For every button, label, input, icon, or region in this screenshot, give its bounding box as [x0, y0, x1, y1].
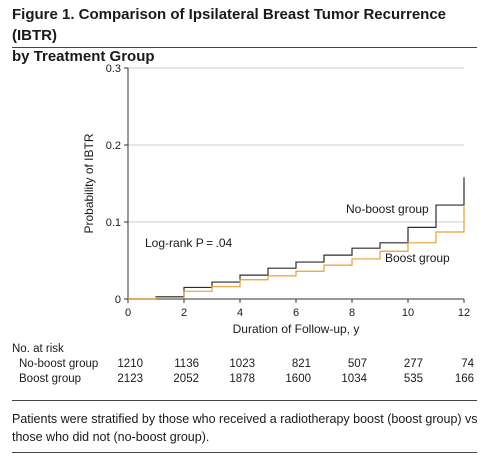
- risk-value-boost: 1600: [285, 373, 311, 385]
- caption-divider-bottom: [12, 452, 477, 453]
- legend-label-boost: Boost group: [385, 251, 450, 265]
- x-axis-label: Duration of Follow-up, y: [233, 322, 360, 336]
- y-axis-label: Probability of IBTR: [82, 133, 96, 233]
- series-lines: [128, 177, 465, 300]
- risk-value-boost: 535: [403, 373, 423, 385]
- y-tick-label: 0.3: [106, 63, 121, 75]
- y-tick-label: 0.2: [106, 140, 121, 152]
- risk-value-boost: 2052: [173, 373, 199, 385]
- caption-divider-top: [12, 400, 477, 401]
- x-tick-label: 10: [402, 307, 414, 319]
- risk-value-no-boost: 507: [347, 358, 367, 370]
- risk-value-no-boost: 821: [291, 358, 311, 370]
- figure-title: Figure 1. Comparison of Ipsilateral Brea…: [12, 4, 482, 67]
- risk-value-no-boost: 74: [461, 358, 474, 370]
- risk-value-no-boost: 277: [403, 358, 423, 370]
- grid-lines: [128, 67, 464, 223]
- x-tick-label: 6: [293, 307, 299, 319]
- x-tick-label: 2: [181, 307, 187, 319]
- series-line-boost: [128, 205, 465, 300]
- risk-value-boost: 1034: [341, 373, 367, 385]
- series-line-no-boost: [128, 177, 465, 300]
- risk-value-boost: 166: [454, 373, 474, 385]
- log-rank-annotation: Log-rank P = .04: [145, 236, 233, 250]
- title-divider: [12, 47, 477, 48]
- risk-value-no-boost: 1210: [117, 358, 143, 370]
- y-tick-label: 0: [115, 294, 121, 306]
- x-tick-label: 8: [349, 307, 355, 319]
- figure-title-line-1: Figure 1. Comparison of Ipsilateral Brea…: [12, 6, 447, 44]
- figure-title-line-2: by Treatment Group: [12, 48, 155, 65]
- risk-value-boost: 1878: [229, 373, 255, 385]
- ibtr-chart: 00.10.20.30 2 4 6 8 10 12 Probability of IBTR …: [82, 63, 470, 336]
- x-tick-label: 12: [458, 307, 470, 319]
- x-tick-label: 0: [125, 307, 131, 319]
- risk-table-title: No. at risk: [12, 343, 64, 355]
- x-tick-label: 4: [237, 307, 243, 319]
- risk-row-label-boost: Boost group: [19, 373, 82, 385]
- risk-row-label-no-boost: No-boost group: [19, 358, 99, 370]
- y-tick-label: 0.1: [106, 217, 121, 229]
- legend-label-no-boost: No-boost group: [346, 202, 429, 216]
- figure-caption: Patients were stratified by those who re…: [12, 412, 478, 444]
- risk-value-no-boost: 1136: [174, 358, 199, 370]
- risk-value-boost: 2123: [117, 373, 143, 385]
- axes: 0 0.1 0.2 0.3 0 2 4 6 8 10 12: [106, 63, 470, 319]
- risk-value-no-boost: 1023: [229, 358, 255, 370]
